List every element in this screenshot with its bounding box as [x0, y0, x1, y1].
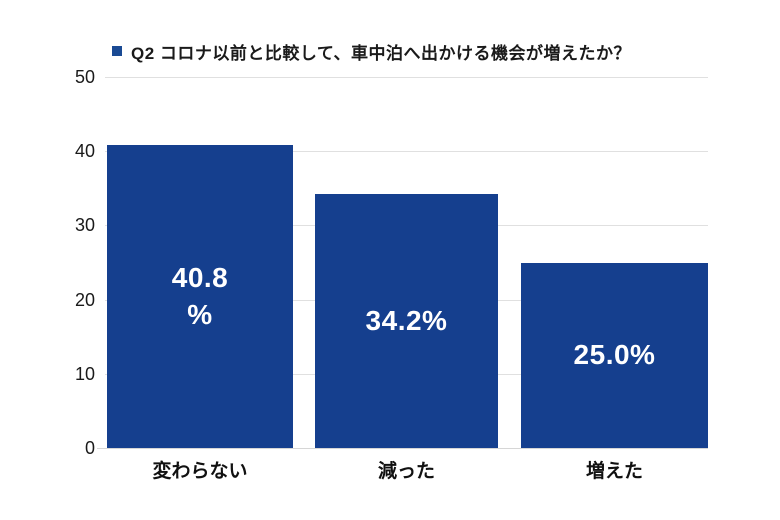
y-tick-label-10: 10	[74, 363, 95, 384]
x-axis-line	[97, 447, 708, 449]
bar-1: 34.2%	[315, 194, 498, 448]
y-tick-label-20: 20	[74, 289, 95, 310]
bar-value-label-2: 25.0%	[573, 339, 656, 371]
y-tick-label-0: 0	[84, 438, 95, 458]
bar-0: 40.8 %	[107, 145, 293, 448]
bar-value-label-1: 34.2%	[365, 304, 448, 336]
gridline-40	[105, 151, 708, 153]
x-category-label-2: 増えた	[585, 461, 643, 482]
y-tick-label-30: 30	[74, 215, 95, 236]
x-category-label-1: 減った	[377, 461, 435, 482]
legend-square-icon	[112, 46, 122, 56]
bar-value-label-0: 40.8 %	[171, 262, 229, 330]
y-tick-label-50: 50	[74, 67, 95, 87]
plot-area: 40.8 % 変わらない 34.2% 減った 25.0% 増えた	[97, 77, 708, 482]
bar-2: 25.0%	[521, 262, 708, 448]
chart-legend: Q2 コロナ以前と比較して、車中泊へ出かける機会が増えたか？	[112, 38, 631, 64]
gridline-50	[105, 77, 708, 78]
x-category-label-0: 変わらない	[152, 461, 248, 482]
y-axis: 0 10 20 30 40 50	[35, 67, 95, 458]
chart-title: Q2 コロナ以前と比較して、車中泊へ出かける機会が増えたか？	[131, 43, 632, 63]
y-tick-label-40: 40	[74, 141, 95, 162]
